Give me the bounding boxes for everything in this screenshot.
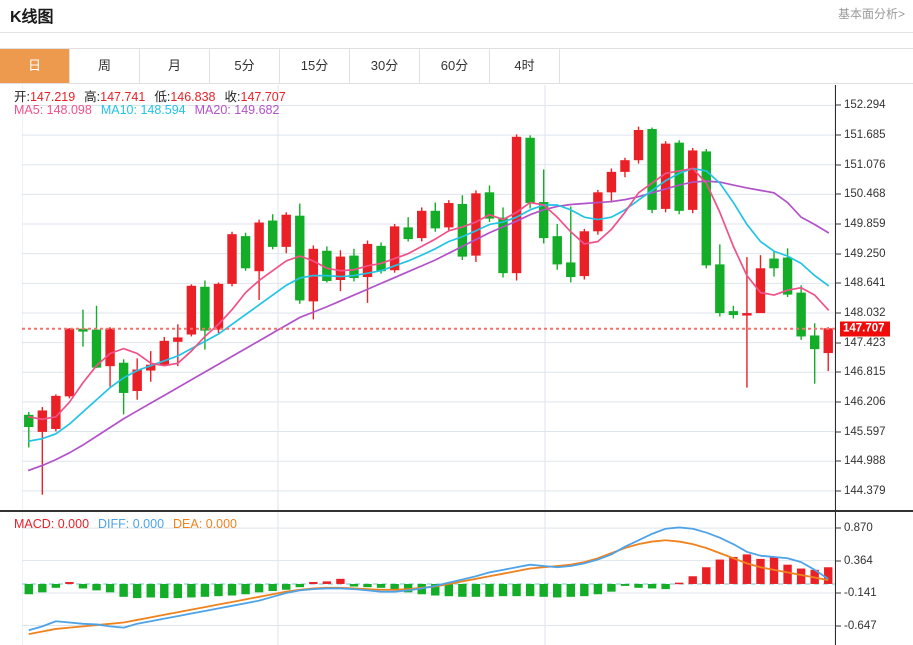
axis-tick-mark xyxy=(835,592,841,594)
price-axis-tick-label: 151.685 xyxy=(844,129,886,142)
price-axis-tick-label: 148.032 xyxy=(844,306,886,319)
macd-plot-area[interactable] xyxy=(22,512,835,645)
price-axis-tick-label: 152.294 xyxy=(844,99,886,112)
tabbar-filler xyxy=(560,49,913,83)
price-axis-tick-label: 149.250 xyxy=(844,247,886,260)
axis-tick-mark xyxy=(835,282,841,284)
fundamental-analysis-link[interactable]: 基本面分析> xyxy=(837,7,905,21)
tab-m3[interactable]: 5分 xyxy=(210,49,280,83)
axis-tick-mark xyxy=(835,625,841,627)
price-axis-tick-label: 146.206 xyxy=(844,395,886,408)
price-axis-tick-label: 149.859 xyxy=(844,218,886,231)
axis-tick-mark xyxy=(835,134,841,136)
macd-axis: 0.870 0.364 -0.141 -0.647 xyxy=(835,512,913,645)
macd-axis-tick-label: -0.141 xyxy=(844,587,877,600)
tab-week[interactable]: 周 xyxy=(70,49,140,83)
tab-m6[interactable]: 60分 xyxy=(420,49,490,83)
chart-stage: 152.294 151.685 151.076 150.468 149.859 149.2… xyxy=(0,85,913,645)
tab-day[interactable]: 日 xyxy=(0,49,70,83)
price-axis-tick-label: 146.815 xyxy=(844,366,886,379)
axis-tick-mark xyxy=(835,527,841,529)
macd-axis-tick-label: 0.364 xyxy=(844,554,873,567)
axis-tick-mark xyxy=(835,223,841,225)
axis-tick-mark xyxy=(835,193,841,195)
tab-m5[interactable]: 30分 xyxy=(350,49,420,83)
widget-header: K线图 基本面分析> xyxy=(0,0,913,33)
price-axis-tick-label: 151.076 xyxy=(844,158,886,171)
axis-tick-mark xyxy=(835,342,841,344)
axis-tick-mark xyxy=(835,431,841,433)
axis-tick-mark xyxy=(835,460,841,462)
axis-tick-mark xyxy=(835,104,841,106)
axis-spine xyxy=(835,512,836,645)
axis-tick-mark xyxy=(835,560,841,562)
macd-axis-tick-label: 0.870 xyxy=(844,522,873,535)
macd-panel: 0.870 0.364 -0.141 -0.647 MACD: 0.000 DIFF: … xyxy=(0,510,913,645)
page-title: K线图 xyxy=(10,9,54,26)
price-panel: 152.294 151.685 151.076 150.468 149.859 149.2… xyxy=(0,85,913,510)
price-plot-area[interactable] xyxy=(22,85,835,510)
price-axis: 152.294 151.685 151.076 150.468 149.859 149.2… xyxy=(835,85,913,510)
axis-tick-mark xyxy=(835,490,841,492)
axis-tick-mark xyxy=(835,164,841,166)
current-price-badge: 147.707 xyxy=(840,321,890,337)
price-axis-tick-label: 144.988 xyxy=(844,455,886,468)
axis-tick-mark xyxy=(835,312,841,314)
price-axis-tick-label: 144.379 xyxy=(844,484,886,497)
axis-tick-mark xyxy=(835,371,841,373)
macd-axis-tick-label: -0.647 xyxy=(844,619,877,632)
price-axis-tick-label: 145.597 xyxy=(844,425,886,438)
axis-spine xyxy=(835,85,836,510)
tab-m4[interactable]: 15分 xyxy=(280,49,350,83)
tab-month[interactable]: 月 xyxy=(140,49,210,83)
timeframe-tabbar: 日周月 5分 15分 30分 60分 4时 xyxy=(0,48,913,84)
price-axis-tick-label: 148.641 xyxy=(844,277,886,290)
axis-tick-mark xyxy=(835,401,841,403)
tab-m7[interactable]: 4时 xyxy=(490,49,560,83)
axis-tick-mark xyxy=(835,253,841,255)
price-axis-tick-label: 147.423 xyxy=(844,336,886,349)
price-axis-tick-label: 150.468 xyxy=(844,188,886,201)
